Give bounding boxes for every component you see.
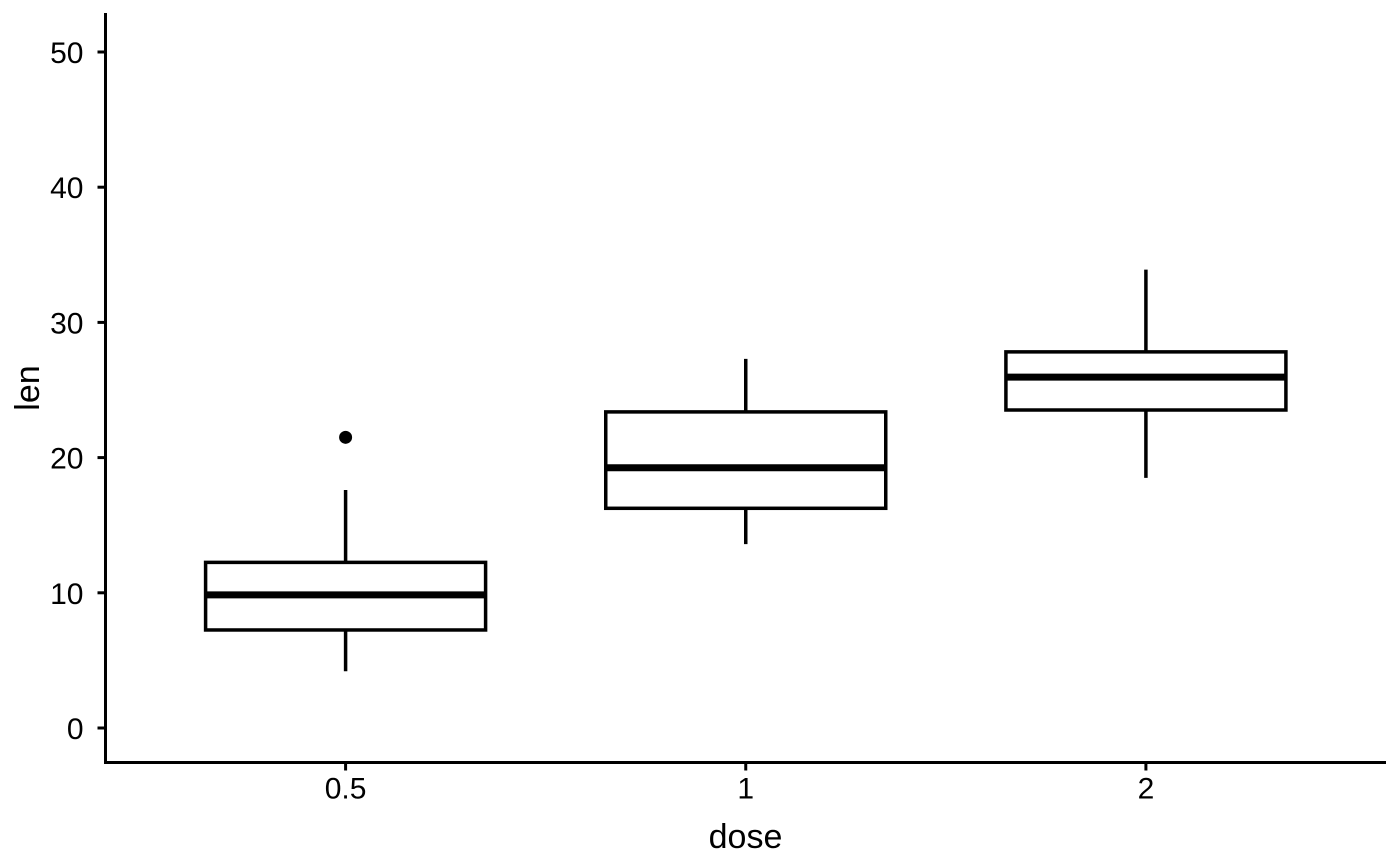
y-tick-label: 10: [50, 578, 83, 611]
y-axis-title: len: [9, 365, 47, 411]
x-tick-label: 2: [1138, 773, 1155, 806]
x-tick-label: 1: [737, 773, 754, 806]
outlier-point: [339, 430, 353, 444]
y-tick-label: 50: [50, 37, 83, 70]
x-tick-label: 0.5: [325, 773, 367, 806]
y-tick-label: 0: [67, 713, 84, 746]
y-tick-label: 20: [50, 443, 83, 476]
x-axis-title: dose: [708, 818, 783, 856]
box-1: [604, 410, 888, 511]
y-tick-label: 40: [50, 172, 83, 205]
y-tick-label: 30: [50, 307, 83, 340]
box-2: [1004, 350, 1288, 412]
